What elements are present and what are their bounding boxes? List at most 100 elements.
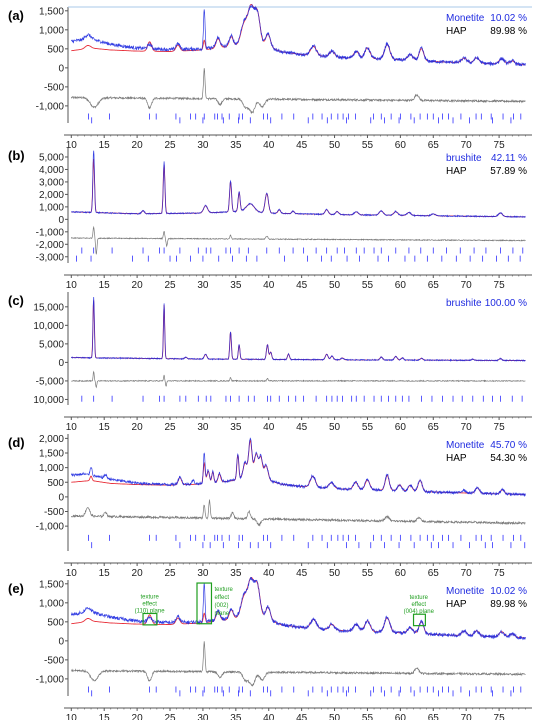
x-tick-label: 60 <box>395 422 407 433</box>
x-tick-label: 30 <box>197 713 209 720</box>
x-tick-label: 30 <box>197 140 209 151</box>
legend-phase-value: 89.98 % <box>490 599 527 610</box>
legend-phase-value: 45.70 % <box>490 440 527 451</box>
x-tick-label: 20 <box>132 280 144 291</box>
x-tick-label: 55 <box>362 568 374 579</box>
x-tick-label: 10 <box>66 568 78 579</box>
x-tick-label: 55 <box>362 140 374 151</box>
difference-pattern-line <box>71 370 526 389</box>
x-tick-label: 75 <box>494 568 506 579</box>
x-tick-label: 40 <box>263 140 275 151</box>
y-tick-label: -1,000 <box>36 674 65 685</box>
x-tick-label: 35 <box>230 422 242 433</box>
x-tick-label: 45 <box>296 568 308 579</box>
panel-label: (c) <box>8 293 24 308</box>
y-tick-label: 0 <box>58 636 64 647</box>
x-tick-label: 30 <box>197 422 209 433</box>
y-tick-label: -1,000 <box>36 227 65 238</box>
annotation-label: plane <box>214 611 229 617</box>
y-tick-label: 10,000 <box>33 321 64 332</box>
x-tick-label: 55 <box>362 422 374 433</box>
x-tick-label: 45 <box>296 422 308 433</box>
observed-pattern-line <box>70 3 526 67</box>
x-tick-label: 45 <box>296 713 308 720</box>
x-tick-label: 50 <box>329 140 341 151</box>
legend-phase-value: 10.02 % <box>490 13 527 24</box>
x-tick-label: 45 <box>296 280 308 291</box>
x-tick-label: 75 <box>494 140 506 151</box>
legend-phase-label: brushite <box>446 298 482 309</box>
x-tick-label: 20 <box>132 422 144 433</box>
observed-pattern-line <box>70 437 526 497</box>
x-tick-label: 65 <box>428 713 440 720</box>
x-tick-label: 60 <box>395 280 407 291</box>
x-tick-label: 10 <box>66 713 78 720</box>
legend-phase-value: 10.02 % <box>490 586 527 597</box>
y-tick-label: 0 <box>58 492 64 503</box>
x-tick-label: 70 <box>461 280 473 291</box>
panel-label: (e) <box>8 581 24 596</box>
legend-phase-value: 57.89 % <box>490 166 527 177</box>
y-tick-label: 1,500 <box>39 6 64 17</box>
y-tick-label: 4,000 <box>39 165 64 176</box>
panel-a: (a) 1,500 1,000 500 0 -500 -1,000 10 15 20 25 30 35 4… <box>8 3 532 151</box>
y-tick-label: 5,000 <box>39 152 64 163</box>
y-tick-label: 0 <box>58 215 64 226</box>
legend-phase-label: HAP <box>446 453 467 464</box>
y-tick-label: 0 <box>58 358 64 369</box>
observed-pattern-line <box>70 296 526 363</box>
texture-effect-box <box>142 612 158 626</box>
x-tick-label: 20 <box>132 140 144 151</box>
observed-pattern-line <box>70 576 526 641</box>
x-tick-label: 50 <box>329 280 341 291</box>
x-tick-label: 50 <box>329 568 341 579</box>
x-tick-label: 75 <box>494 713 506 720</box>
legend-phase-label: Monetite <box>446 13 485 24</box>
x-tick-label: 15 <box>99 422 111 433</box>
y-tick-label: 500 <box>47 617 64 628</box>
x-tick-label: 55 <box>362 713 374 720</box>
legend-phase-label: brushite <box>446 153 482 164</box>
x-tick-label: 15 <box>99 280 111 291</box>
x-tick-label: 65 <box>428 568 440 579</box>
x-tick-label: 30 <box>197 280 209 291</box>
y-tick-label: 2,000 <box>39 190 64 201</box>
x-tick-label: 25 <box>164 422 176 433</box>
y-tick-label: 1,000 <box>39 598 64 609</box>
y-tick-label: -500 <box>44 507 64 518</box>
legend-phase-label: Monetite <box>446 440 485 451</box>
x-tick-label: 70 <box>461 713 473 720</box>
x-tick-label: 60 <box>395 713 407 720</box>
x-tick-label: 40 <box>263 568 275 579</box>
panel-d: (d) 2,000 1,500 1,000 500 0 -500 -1,000 10 15 20 25… <box>8 434 532 579</box>
panel-label: (d) <box>8 435 25 450</box>
observed-pattern-line <box>70 150 526 219</box>
x-tick-label: 65 <box>428 422 440 433</box>
y-tick-label: -500 <box>44 655 64 666</box>
x-tick-label: 10 <box>66 280 78 291</box>
legend-phase-label: HAP <box>446 26 467 37</box>
panel-label: (a) <box>8 8 24 23</box>
y-tick-label: 1,500 <box>39 449 64 460</box>
x-tick-label: 40 <box>263 713 275 720</box>
x-tick-label: 35 <box>230 280 242 291</box>
annotation-label: texture <box>214 587 233 593</box>
y-tick-label: 2,000 <box>39 434 64 445</box>
difference-pattern-line <box>71 225 526 255</box>
y-tick-label: 15,000 <box>33 302 64 313</box>
x-tick-label: 35 <box>230 568 242 579</box>
x-tick-label: 50 <box>329 422 341 433</box>
y-tick-label: -1,000 <box>36 101 65 112</box>
x-tick-label: 35 <box>230 713 242 720</box>
legend-phase-label: Monetite <box>446 586 485 597</box>
x-tick-label: 30 <box>197 568 209 579</box>
x-tick-label: 75 <box>494 280 506 291</box>
calculated-pattern-line <box>71 300 526 361</box>
x-tick-label: 70 <box>461 140 473 151</box>
x-tick-label: 25 <box>164 568 176 579</box>
y-tick-label: 500 <box>47 478 64 489</box>
y-tick-label: 1,000 <box>39 202 64 213</box>
legend-phase-label: HAP <box>446 166 467 177</box>
